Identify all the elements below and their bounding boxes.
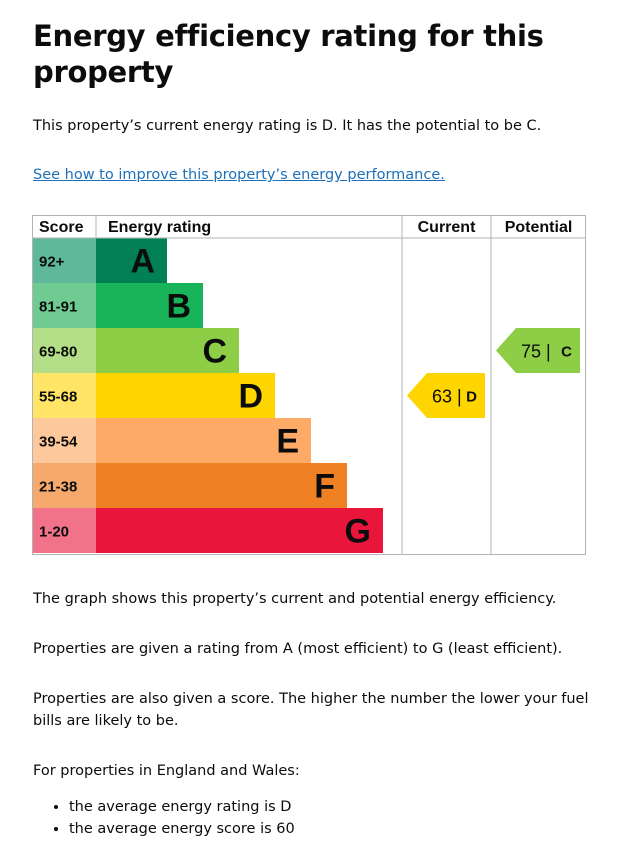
band-bar-c bbox=[96, 328, 239, 373]
score-cell-a bbox=[32, 238, 96, 283]
potential-rating-letter: C bbox=[561, 344, 572, 361]
band-letter-f: F bbox=[314, 468, 335, 506]
band-letter-a: A bbox=[130, 243, 155, 281]
energy-rating-chart: Score Energy rating Current Potential 92+ A 81… bbox=[32, 215, 586, 559]
current-rating-score: 63 | bbox=[432, 387, 462, 407]
score-cell-c bbox=[32, 328, 96, 373]
score-label-f: 21-38 bbox=[39, 479, 77, 496]
energy-rating-graph: Score Energy rating Current Potential 92+ A 81… bbox=[32, 215, 586, 555]
band-bar-b bbox=[96, 283, 203, 328]
score-label-g: 1-20 bbox=[39, 524, 69, 541]
score-note: Properties are also given a score. The h… bbox=[33, 691, 589, 729]
score-label-d: 55-68 bbox=[39, 389, 77, 406]
score-label-b: 81-91 bbox=[39, 299, 77, 316]
band-bar-g bbox=[96, 508, 383, 553]
averages-list: the average energy rating is D the avera… bbox=[33, 796, 593, 840]
band-bar-f bbox=[96, 463, 347, 508]
chart-border bbox=[32, 215, 586, 555]
score-label-a: 92+ bbox=[39, 254, 65, 271]
score-label-e: 39-54 bbox=[39, 434, 78, 451]
band-bar-d bbox=[96, 373, 275, 418]
rating-summary: This property’s current energy rating is… bbox=[33, 118, 542, 134]
potential-header: Potential bbox=[505, 219, 573, 236]
band-bar-e bbox=[96, 418, 311, 463]
page-title: Energy efficiency rating for this proper… bbox=[33, 19, 544, 89]
current-rating-letter: D bbox=[466, 389, 477, 406]
score-cell-d bbox=[32, 373, 96, 418]
current-rating-arrow bbox=[407, 373, 485, 418]
score-header: Score bbox=[39, 219, 84, 236]
band-letter-c: C bbox=[202, 333, 227, 371]
band-letter-e: E bbox=[276, 423, 299, 461]
region-note: For properties in England and Wales: bbox=[33, 763, 300, 779]
average-rating-item: the average energy rating is D bbox=[69, 796, 593, 818]
band-bar-a bbox=[96, 238, 167, 283]
band-letter-b: B bbox=[166, 288, 191, 326]
score-label-c: 69-80 bbox=[39, 344, 77, 361]
current-header: Current bbox=[418, 219, 476, 236]
improve-performance-link[interactable]: See how to improve this property’s energ… bbox=[33, 167, 445, 183]
explanation-section: The graph shows this property’s current … bbox=[33, 588, 593, 840]
rating-note: Properties are given a rating from A (mo… bbox=[33, 641, 563, 657]
score-cell-e bbox=[32, 418, 96, 463]
score-cell-g bbox=[32, 508, 96, 553]
rating-header: Energy rating bbox=[108, 219, 211, 236]
potential-rating-score: 75 | bbox=[521, 342, 551, 362]
graph-note: The graph shows this property’s current … bbox=[33, 591, 557, 607]
band-letter-d: D bbox=[238, 378, 263, 416]
score-cell-f bbox=[32, 463, 96, 508]
page: Energy efficiency rating for this proper… bbox=[0, 0, 617, 186]
average-score-item: the average energy score is 60 bbox=[69, 818, 593, 840]
score-cell-b bbox=[32, 283, 96, 328]
potential-rating-arrow bbox=[496, 328, 580, 373]
band-letter-g: G bbox=[345, 513, 371, 551]
